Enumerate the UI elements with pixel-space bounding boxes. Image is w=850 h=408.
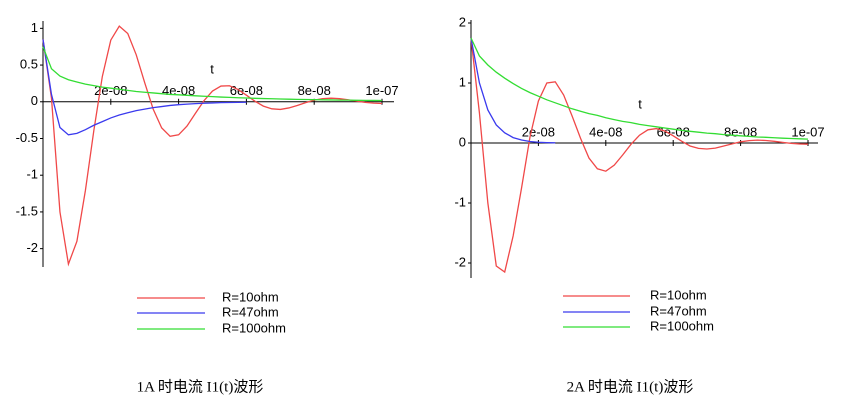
y-tick-label: -2: [26, 240, 38, 255]
x-tick-label: 6e-08: [230, 83, 263, 98]
y-tick-label: 1: [459, 74, 466, 89]
y-tick-label: 0.5: [20, 56, 38, 71]
legend-label: R=10ohm: [222, 289, 279, 304]
x-tick-label: 8e-08: [298, 83, 331, 98]
legend-label: R=10ohm: [650, 287, 707, 302]
x-tick-label: 1e-07: [791, 124, 824, 139]
legend-label: R=100ohm: [222, 320, 286, 335]
series-line: [470, 37, 556, 144]
x-axis-label: t: [210, 61, 214, 76]
y-tick-label: -0.5: [16, 130, 38, 145]
series-line: [42, 25, 383, 267]
y-tick-label: 0: [31, 93, 38, 108]
series-line: [42, 39, 247, 136]
chart-title: 1A 时电流 I1(t)波形: [137, 378, 264, 395]
x-tick-label: 4e-08: [589, 124, 622, 139]
series-line: [470, 37, 809, 274]
series-line: [42, 46, 383, 102]
y-tick-label: -1.5: [16, 203, 38, 218]
legend-label: R=47ohm: [650, 303, 707, 318]
x-tick-label: 6e-08: [657, 124, 690, 139]
y-tick-label: 2: [459, 14, 466, 29]
legend-label: R=47ohm: [222, 304, 279, 319]
series-line: [470, 37, 809, 140]
y-tick-label: 0: [459, 134, 466, 149]
legend-label: R=100ohm: [650, 318, 714, 333]
x-tick-label: 2e-08: [522, 124, 555, 139]
y-tick-label: -2: [454, 254, 466, 269]
y-tick-label: 1: [31, 20, 38, 35]
y-tick-label: -1: [454, 194, 466, 209]
x-axis-label: t: [638, 96, 642, 111]
chart-title: 2A 时电流 I1(t)波形: [567, 378, 694, 395]
y-tick-label: -1: [26, 167, 38, 182]
x-tick-label: 1e-07: [365, 83, 398, 98]
